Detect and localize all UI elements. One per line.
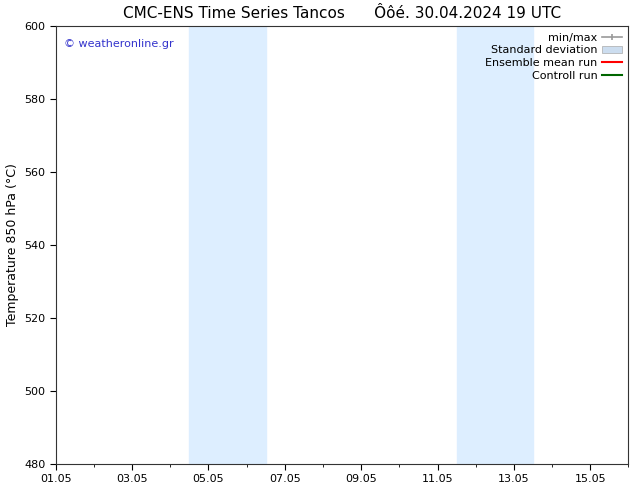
- Y-axis label: Temperature 850 hPa (°C): Temperature 850 hPa (°C): [6, 164, 18, 326]
- Title: CMC-ENS Time Series Tancos      Ôôé. 30.04.2024 19 UTC: CMC-ENS Time Series Tancos Ôôé. 30.04.20…: [123, 5, 561, 21]
- Bar: [456, 26, 533, 464]
- Text: © weatheronline.gr: © weatheronline.gr: [65, 39, 174, 49]
- Legend: min/max, Standard deviation, Ensemble mean run, Controll run: min/max, Standard deviation, Ensemble me…: [482, 29, 625, 84]
- Bar: [190, 26, 266, 464]
